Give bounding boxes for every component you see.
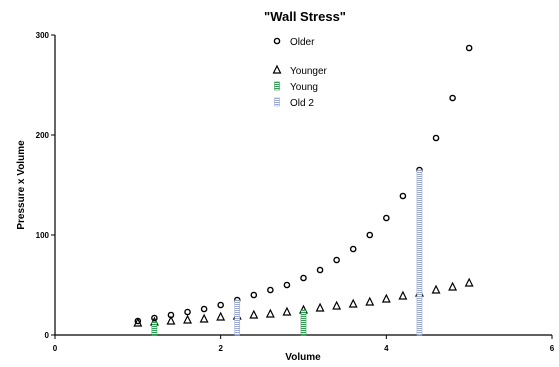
data-point-younger [166, 315, 176, 325]
data-point-older [184, 308, 191, 316]
legend-bar-icon [274, 97, 280, 107]
data-point-older [151, 314, 158, 322]
plot-area [133, 44, 474, 336]
data-point-younger [431, 284, 441, 294]
y-tick-label: 300 [36, 31, 50, 40]
data-point-younger [348, 298, 358, 308]
legend-item: Older [273, 37, 315, 48]
legend-item: Old 2 [274, 97, 314, 109]
data-bar-young [300, 309, 307, 336]
data-bar-young [151, 321, 158, 336]
x-tick-label: 0 [53, 344, 58, 353]
y-tick-label: 100 [36, 231, 50, 240]
x-tick-label: 4 [384, 344, 389, 353]
data-point-older [200, 305, 208, 313]
legend-label: Old 2 [290, 98, 314, 109]
legend-bar-icon [274, 81, 280, 91]
data-point-younger [249, 309, 259, 319]
legend-label: Younger [290, 66, 328, 77]
y-axis-label: Pressure x Volume [16, 140, 27, 230]
x-axis-label: Volume [285, 352, 321, 363]
x-tick-label: 6 [550, 344, 555, 353]
data-point-older [267, 286, 274, 294]
data-point-younger [133, 317, 143, 327]
data-point-older [333, 256, 340, 264]
data-point-younger [265, 308, 275, 318]
data-point-younger [315, 302, 325, 312]
data-point-older [283, 281, 291, 289]
data-point-younger [381, 293, 391, 303]
ticks: 0 2 4 6 0 100 200 300 [36, 31, 555, 353]
data-point-younger [183, 314, 193, 324]
data-point-older [349, 245, 357, 253]
series-old-2 [234, 169, 423, 336]
data-point-younger [448, 281, 458, 291]
legend-circle-icon [273, 37, 281, 45]
legend-label: Young [290, 82, 318, 93]
data-point-older [465, 44, 473, 52]
data-point-younger [464, 277, 474, 287]
data-point-older [383, 214, 390, 222]
data-bar-old-2 [416, 169, 423, 336]
x-tick-label: 2 [218, 344, 223, 353]
legend: Older Younger Young Old 2 [272, 37, 328, 109]
data-point-younger [365, 296, 375, 306]
legend-triangle-icon [272, 64, 282, 74]
data-point-older [432, 134, 440, 142]
legend-label: Older [290, 37, 315, 48]
data-point-younger [398, 290, 408, 300]
data-point-younger [282, 306, 292, 316]
data-point-younger [332, 300, 342, 310]
data-point-younger [199, 313, 209, 323]
data-bar-old-2 [234, 299, 241, 336]
data-point-older [250, 291, 258, 299]
legend-item: Young [274, 81, 318, 93]
data-point-older [300, 274, 307, 282]
axes [54, 35, 552, 336]
y-tick-label: 0 [45, 331, 50, 340]
chart-title: "Wall Stress" [264, 9, 346, 24]
y-tick-label: 200 [36, 131, 50, 140]
data-point-older [217, 301, 224, 309]
data-point-older [399, 192, 407, 200]
data-point-older [366, 231, 374, 239]
data-point-younger [216, 311, 226, 321]
data-point-older [449, 94, 456, 102]
legend-item: Younger [272, 64, 328, 77]
series-young [151, 309, 307, 336]
data-point-older [316, 266, 324, 274]
